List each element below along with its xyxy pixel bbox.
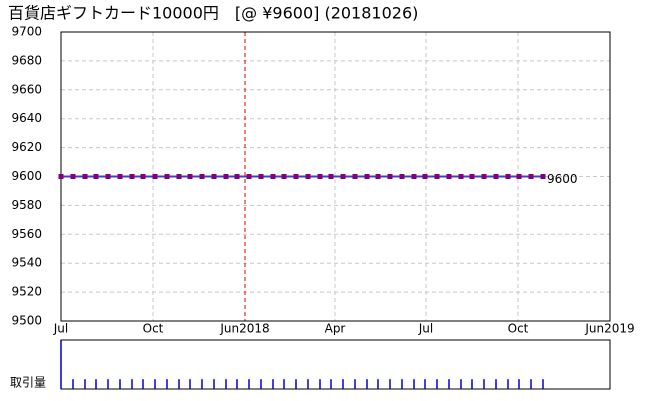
chart-title: 百貨店ギフトカード10000円 [@ ¥9600] (20181026) <box>8 4 418 23</box>
x-tick-label: Apr <box>325 322 346 336</box>
price-marker <box>375 174 381 179</box>
y-tick-label: 9660 <box>11 82 42 96</box>
price-marker <box>528 174 534 179</box>
x-tick-label: Jun2018 <box>219 322 269 336</box>
price-marker <box>129 174 135 179</box>
price-marker <box>199 174 205 179</box>
price-marker <box>446 174 452 179</box>
price-marker <box>387 174 393 179</box>
price-marker <box>93 174 99 179</box>
price-marker <box>434 174 440 179</box>
price-marker <box>211 174 217 179</box>
price-marker <box>70 174 76 179</box>
price-marker <box>152 174 158 179</box>
price-marker <box>281 174 287 179</box>
price-marker <box>58 174 64 179</box>
price-marker <box>364 174 370 179</box>
price-marker <box>340 174 346 179</box>
price-marker <box>258 174 264 179</box>
price-marker <box>317 174 323 179</box>
volume-label: 取引量 <box>10 376 46 390</box>
price-marker <box>187 174 193 179</box>
price-marker <box>422 174 428 179</box>
x-tick-label: Jul <box>53 322 68 336</box>
price-marker <box>117 174 123 179</box>
x-tick-label: Oct <box>143 322 164 336</box>
x-tick-label: Jun2019 <box>584 322 634 336</box>
price-marker <box>105 174 111 179</box>
y-tick-label: 9700 <box>11 25 42 39</box>
price-marker <box>223 174 229 179</box>
y-tick-label: 9560 <box>11 227 42 241</box>
y-tick-label: 9500 <box>11 314 42 328</box>
y-tick-label: 9620 <box>11 140 42 154</box>
price-marker <box>469 174 475 179</box>
price-marker <box>140 174 146 179</box>
price-marker <box>305 174 311 179</box>
price-marker <box>270 174 276 179</box>
price-marker <box>411 174 417 179</box>
price-marker <box>234 174 240 179</box>
price-marker <box>481 174 487 179</box>
price-marker <box>176 174 182 179</box>
price-marker <box>399 174 405 179</box>
x-tick-label: Jul <box>418 322 433 336</box>
price-marker <box>516 174 522 179</box>
price-marker <box>164 174 170 179</box>
y-tick-label: 9580 <box>11 198 42 212</box>
price-marker <box>293 174 299 179</box>
x-tick-label: Oct <box>508 322 529 336</box>
price-marker <box>493 174 499 179</box>
y-tick-label: 9520 <box>11 285 42 299</box>
price-marker <box>246 174 252 179</box>
price-marker <box>540 174 546 179</box>
y-tick-label: 9540 <box>11 256 42 270</box>
price-marker <box>458 174 464 179</box>
price-marker <box>328 174 334 179</box>
price-marker <box>505 174 511 179</box>
y-tick-label: 9600 <box>11 169 42 183</box>
last-value-label: 9600 <box>547 172 578 186</box>
price-marker <box>82 174 88 179</box>
y-tick-label: 9640 <box>11 111 42 125</box>
price-marker <box>352 174 358 179</box>
y-tick-label: 9680 <box>11 53 42 67</box>
